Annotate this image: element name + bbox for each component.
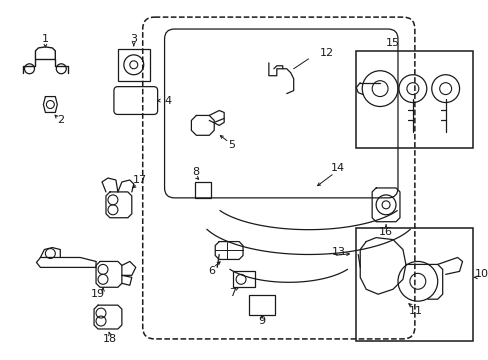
Text: 15: 15 xyxy=(385,38,399,48)
Text: 11: 11 xyxy=(408,306,422,316)
Bar xyxy=(195,182,211,198)
Text: 7: 7 xyxy=(229,288,236,298)
Text: 16: 16 xyxy=(378,227,392,237)
Text: 18: 18 xyxy=(102,334,117,344)
Bar xyxy=(233,271,254,287)
Text: 17: 17 xyxy=(132,175,146,185)
Bar xyxy=(118,49,149,81)
Text: 9: 9 xyxy=(258,316,265,326)
Text: 6: 6 xyxy=(208,266,215,276)
Text: 12: 12 xyxy=(319,48,333,58)
Text: 14: 14 xyxy=(331,163,345,173)
Text: 10: 10 xyxy=(473,269,488,279)
Text: 19: 19 xyxy=(91,289,105,299)
Text: 8: 8 xyxy=(191,167,199,177)
Text: 3: 3 xyxy=(130,34,137,44)
Text: 2: 2 xyxy=(57,116,64,125)
Text: 1: 1 xyxy=(42,34,49,44)
Text: 13: 13 xyxy=(331,247,345,257)
Bar xyxy=(356,51,472,148)
Bar xyxy=(248,295,274,315)
Text: 5: 5 xyxy=(228,140,235,150)
Bar xyxy=(356,228,472,341)
Text: 4: 4 xyxy=(163,95,171,105)
